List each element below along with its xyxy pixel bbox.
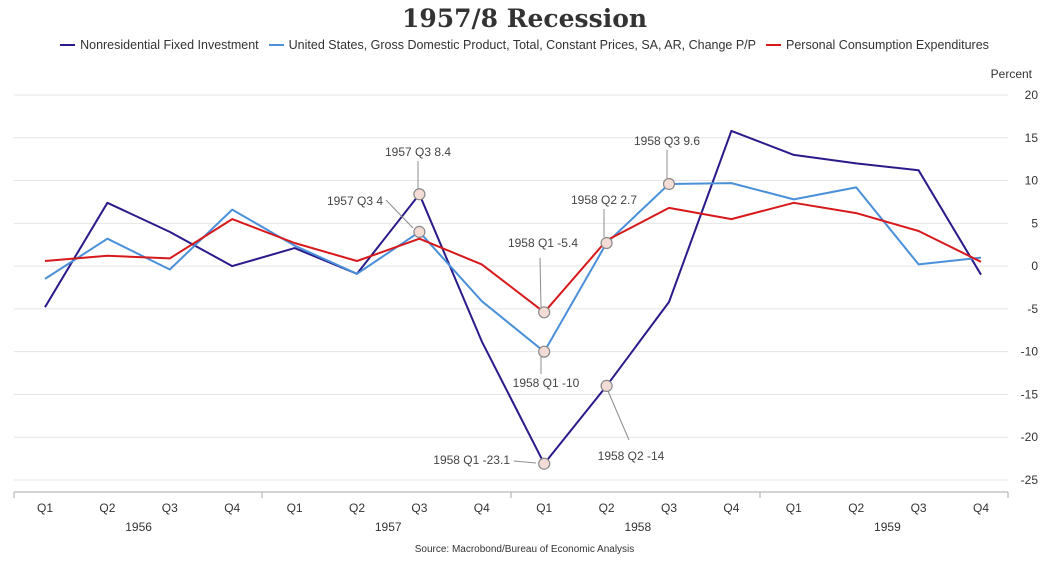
- annotation-leader: [607, 390, 630, 441]
- x-tick-label: Q4: [224, 501, 240, 515]
- legend-item-consumption[interactable]: Personal Consumption Expenditures: [766, 38, 989, 52]
- x-tick-label: Q4: [474, 501, 490, 515]
- series-line-0: [44, 129, 982, 465]
- legend-item-investment[interactable]: Nonresidential Fixed Investment: [60, 38, 259, 52]
- annotation-marker: [600, 379, 613, 392]
- annotation-marker: [600, 236, 613, 250]
- annotation-label: 1957 Q3 8.4: [385, 145, 451, 159]
- y-tick-label: -5: [1027, 302, 1038, 316]
- y-tick-label: 10: [1025, 174, 1039, 188]
- annotation-leader: [513, 460, 537, 464]
- annotation-leader: [539, 257, 542, 308]
- y-tick-label: -15: [1021, 387, 1039, 401]
- axes: 20 15 10 5 0 -5 -10 -15 -20 -25 Percent Q1 Q2 Q3 Q4 Q1 Q…: [13, 67, 1039, 534]
- x-tick-label: Q3: [411, 501, 427, 515]
- y-tick-label: -25: [1021, 473, 1039, 487]
- y-tick-label: 20: [1025, 88, 1039, 102]
- annotation-label: 1958 Q3 9.6: [634, 134, 700, 148]
- x-tick-label: Q3: [911, 501, 927, 515]
- annotation-marker: [538, 457, 551, 470]
- x-tick-label: Q2: [349, 501, 365, 515]
- x-tick-label: Q1: [536, 501, 552, 515]
- x-year-label: 1957: [375, 520, 402, 534]
- x-tick-label: Q2: [599, 501, 615, 515]
- x-year-label: 1959: [874, 520, 901, 534]
- series-lines: [44, 129, 982, 465]
- annotation-marker: [538, 306, 551, 319]
- y-tick-label: 15: [1025, 131, 1039, 145]
- series-line-1: [44, 182, 982, 353]
- legend-label-gdp: United States, Gross Domestic Product, T…: [288, 38, 756, 52]
- legend-swatch-investment: [60, 44, 76, 46]
- annotation-label: 1958 Q1 -23.1: [433, 453, 510, 467]
- y-axis-label: Percent: [991, 67, 1033, 81]
- series-line-2: [44, 201, 982, 314]
- annotations: 1957 Q3 8.4 1957 Q3 4 1958 Q1 -5.4 1958 Q1 …: [327, 134, 700, 470]
- annotation-label: 1957 Q3 4: [327, 194, 383, 208]
- annotation-marker: [413, 188, 426, 201]
- x-year-label: 1956: [125, 520, 152, 534]
- x-tick-label: Q4: [973, 501, 989, 515]
- legend-swatch-consumption: [766, 44, 781, 46]
- annotation-label: 1958 Q1 -5.4: [508, 236, 578, 250]
- annotation-label: 1958 Q2 2.7: [571, 193, 637, 207]
- x-tick-label: Q1: [287, 501, 303, 515]
- legend-item-gdp[interactable]: United States, Gross Domestic Product, T…: [268, 38, 756, 52]
- y-tick-label: -10: [1021, 345, 1039, 359]
- x-tick-label: Q3: [661, 501, 677, 515]
- x-tick-label: Q2: [848, 501, 864, 515]
- annotation-marker: [662, 177, 676, 191]
- source-note: Source: Macrobond/Bureau of Economic Ana…: [414, 544, 635, 555]
- x-tick-label: Q2: [99, 501, 115, 515]
- legend-swatch-gdp: [268, 44, 284, 46]
- x-tick-label: Q1: [37, 501, 53, 515]
- x-tick-label: Q4: [723, 501, 739, 515]
- legend-label-investment: Nonresidential Fixed Investment: [80, 38, 259, 52]
- y-tick-label: 0: [1031, 259, 1038, 273]
- y-tick-label: 5: [1031, 216, 1038, 230]
- chart-title: 1957/8 Recession: [401, 4, 648, 33]
- annotation-label: 1958 Q1 -10: [513, 376, 580, 390]
- annotation-marker: [413, 225, 426, 238]
- grid-lines: [14, 94, 1008, 481]
- x-year-label: 1958: [624, 520, 651, 534]
- x-tick-label: Q1: [786, 501, 802, 515]
- legend-label-consumption: Personal Consumption Expenditures: [786, 38, 989, 52]
- legend: Nonresidential Fixed Investment United S…: [0, 38, 1049, 52]
- annotation-leader: [385, 199, 414, 229]
- annotation-label: 1958 Q2 -14: [598, 449, 665, 463]
- x-tick-label: Q3: [162, 501, 178, 515]
- y-tick-label: -20: [1021, 430, 1039, 444]
- annotation-marker: [538, 345, 551, 358]
